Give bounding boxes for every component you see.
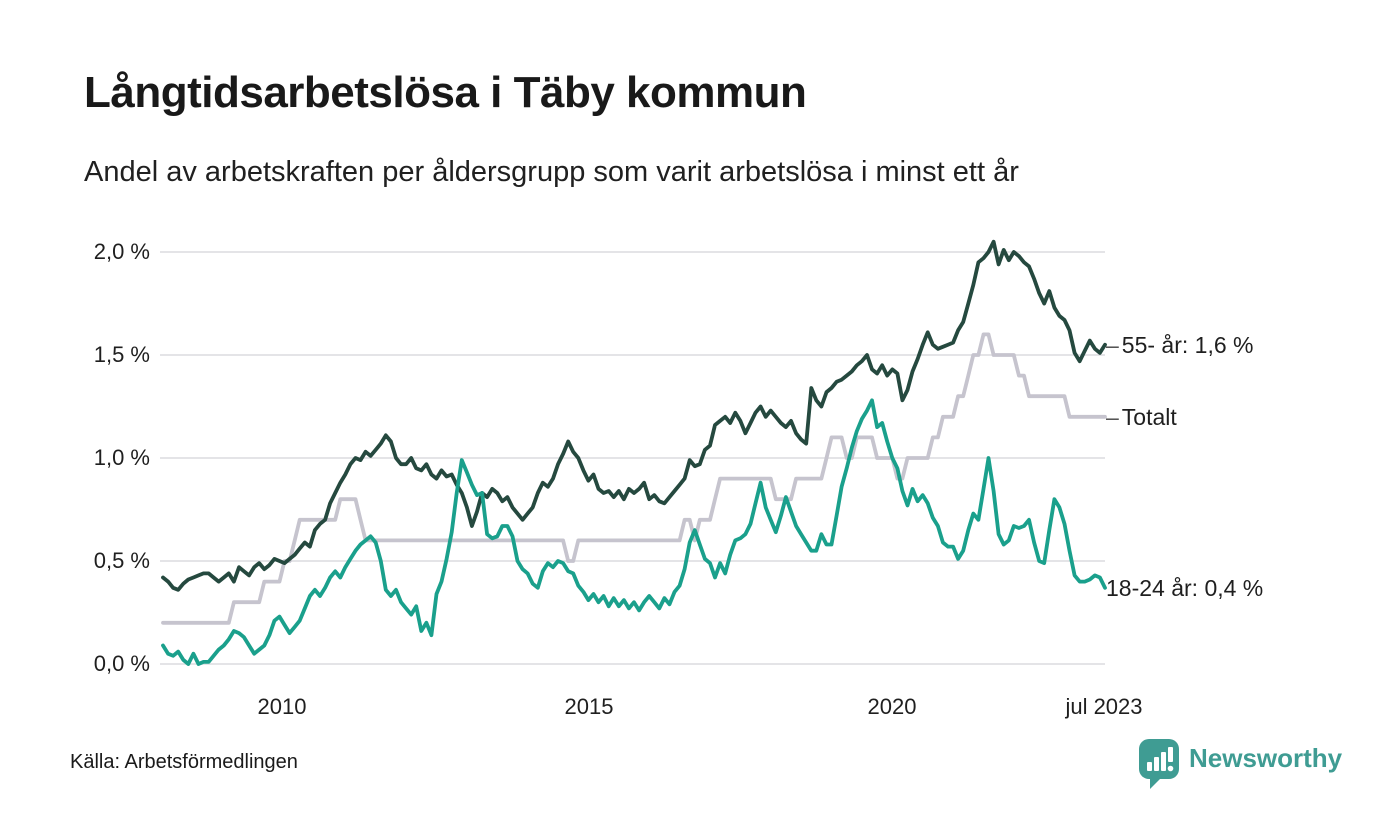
x-axis-tick-2010: 2010 bbox=[257, 694, 307, 719]
y-axis-tick-0.5: 0,5 % bbox=[93, 548, 150, 573]
series-label-55-ar: –55- år: 1,6 % bbox=[1106, 331, 1254, 358]
page-title: Långtidsarbetslösa i Täby kommun bbox=[84, 68, 807, 117]
x-axis-tick-2015: 2015 bbox=[564, 694, 614, 719]
newsworthy-logo: Newsworthy bbox=[1138, 738, 1342, 790]
x-axis-tick-jul-2023: jul 2023 bbox=[1065, 694, 1143, 719]
newsworthy-speech-bubble-bar-chart-icon bbox=[1139, 739, 1179, 789]
series-line-totalt bbox=[161, 332, 1107, 625]
y-axis-tick-1.0: 1,0 % bbox=[93, 445, 150, 470]
series-label-18-24-ar: –18-24 år: 0,4 % bbox=[1106, 574, 1264, 601]
label-leader-tick: – bbox=[1106, 403, 1119, 430]
x-axis-tick-2020: 2020 bbox=[867, 694, 917, 719]
y-axis-tick-0.0: 0,0 % bbox=[93, 651, 150, 676]
chart-subtitle: Andel av arbetskraften per åldersgrupp s… bbox=[84, 156, 1019, 188]
series-line-55-ar bbox=[161, 239, 1107, 592]
source-credit: Källa: Arbetsförmedlingen bbox=[70, 751, 298, 773]
gridlines bbox=[160, 251, 1105, 665]
y-axis-tick-1.5: 1,5 % bbox=[93, 342, 150, 367]
series-label-totalt: – Totalt bbox=[1106, 403, 1177, 430]
series-lines bbox=[161, 239, 1107, 666]
newsworthy-wordmark: Newsworthy bbox=[1189, 743, 1343, 773]
y-axis-tick-2.0: 2,0 % bbox=[93, 239, 150, 264]
label-leader-tick: – bbox=[1106, 331, 1119, 358]
series-line-18-24-ar bbox=[161, 398, 1107, 666]
